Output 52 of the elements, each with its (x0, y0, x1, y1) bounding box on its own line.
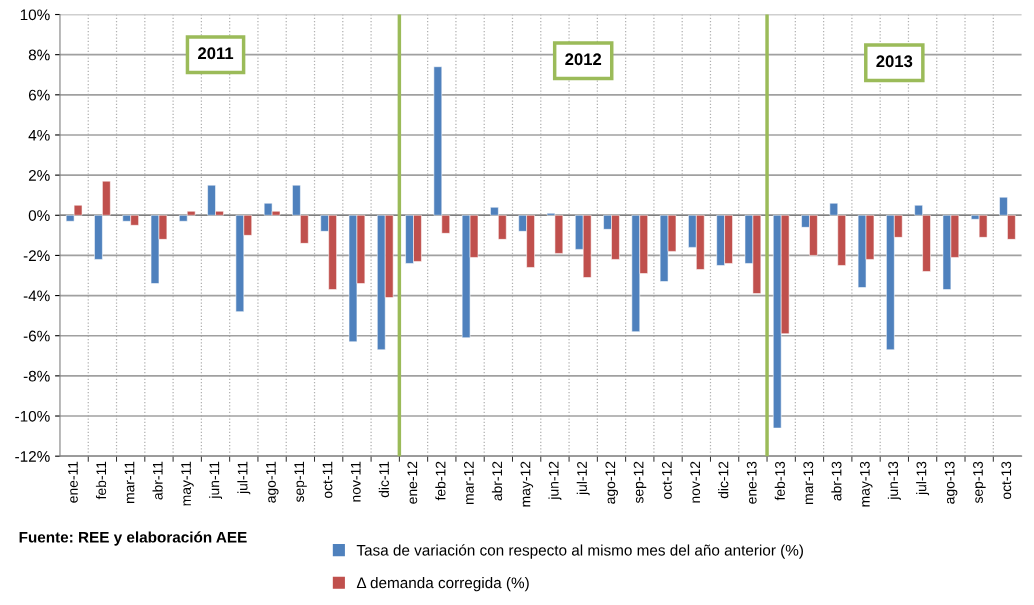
x-tick-label: sep-11 (294, 461, 307, 503)
x-tick-label: oct-12 (661, 461, 672, 500)
x-tick-label: ago-12 (605, 461, 618, 504)
x-tick-label: ene-11 (68, 461, 78, 503)
x-tick-label: may-12 (520, 461, 534, 507)
y-tick-label: 0% (28, 210, 50, 221)
source-note: Fuente: REE y elaboración AEE (19, 531, 247, 546)
x-tick-label: may-13 (859, 461, 873, 507)
y-tick-label: 4% (28, 129, 50, 141)
legend-label: Tasa de variación con respecto al mismo mes del año anterior (%) (356, 544, 803, 559)
x-tick-label: may-11 (181, 461, 194, 506)
x-tick-label: feb-11 (95, 461, 107, 500)
x-tick-label: sep-12 (633, 461, 647, 504)
y-tick-label: 2% (28, 169, 50, 181)
x-tick-label: jun-13 (887, 461, 901, 500)
y-tick-label: -10% (15, 410, 50, 422)
y-tick-label: 10% (20, 9, 50, 21)
legend-label: Δ demanda corregida (%) (356, 577, 529, 592)
x-tick-label: jul-11 (237, 461, 251, 495)
x-tick-label: feb-13 (774, 461, 785, 501)
annotation: 2013 (876, 55, 913, 68)
y-tick-label: -6% (23, 330, 50, 342)
x-tick-label: oct-13 (1001, 461, 1012, 500)
x-tick-label: nov-11 (350, 461, 361, 502)
x-tick-label: sep-13 (973, 461, 986, 504)
x-tick-label: jul-12 (576, 461, 590, 496)
x-tick-label: ene-13 (746, 461, 757, 504)
annotation: 2012 (565, 53, 602, 66)
x-tick-label: oct-11 (322, 461, 333, 499)
y-tick-label: -12% (15, 451, 50, 462)
x-tick-label: abr-11 (152, 461, 163, 500)
x-tick-label: ene-12 (407, 461, 418, 504)
y-tick-label: -2% (23, 250, 50, 262)
x-tick-label: ago-13 (944, 461, 958, 504)
x-tick-label: nov-12 (690, 461, 701, 503)
annotation: 2011 (198, 47, 234, 60)
x-tick-label: jul-13 (916, 461, 930, 496)
x-tick-label: jun-11 (209, 461, 222, 499)
x-tick-label: mar-12 (463, 461, 474, 505)
x-tick-label: mar-11 (124, 461, 135, 504)
x-tick-label: abr-13 (831, 461, 842, 501)
x-tick-label: feb-12 (435, 461, 446, 501)
y-tick-label: 8% (28, 49, 50, 61)
x-tick-label: dic-11 (378, 461, 389, 498)
y-tick-label: 6% (28, 89, 50, 101)
x-tick-label: jun-12 (548, 461, 562, 500)
x-tick-label: dic-12 (718, 461, 729, 499)
y-tick-label: -4% (23, 290, 50, 302)
x-tick-label: ago-11 (266, 461, 279, 503)
x-tick-label: abr-12 (491, 461, 503, 501)
x-tick-label: mar-13 (803, 461, 814, 505)
y-tick-label: -8% (23, 370, 50, 382)
